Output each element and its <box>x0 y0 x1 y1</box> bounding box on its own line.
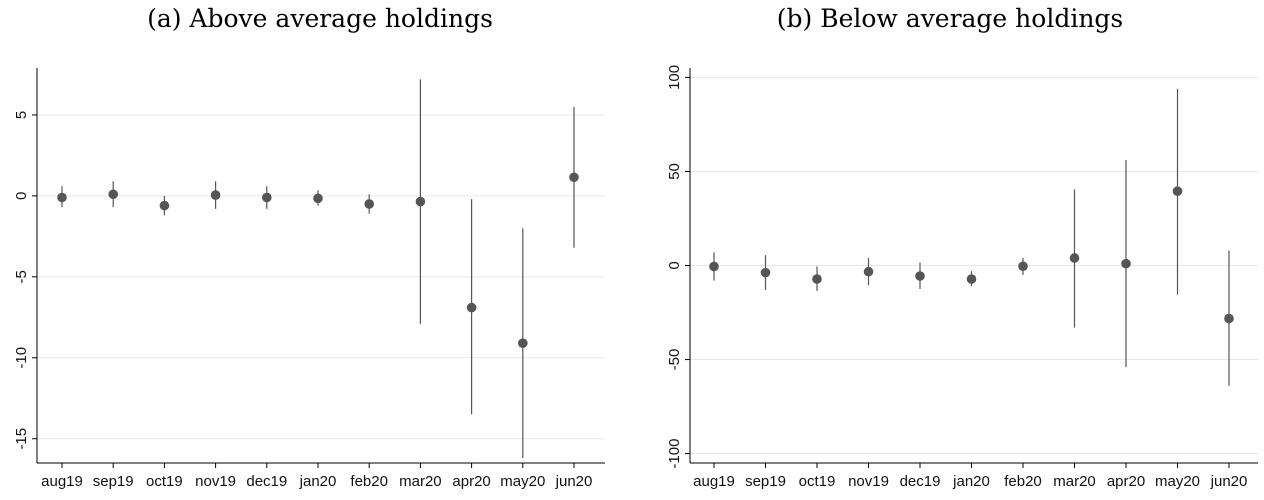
y-tick-label: -10 <box>13 347 30 369</box>
x-tick-label: jun20 <box>1210 473 1248 490</box>
x-tick-label: dec19 <box>246 473 287 490</box>
data-point <box>108 189 118 200</box>
x-tick-label: jan20 <box>299 473 337 490</box>
data-point <box>1224 313 1234 324</box>
data-point <box>1018 261 1028 272</box>
data-point <box>1069 253 1080 263</box>
x-tick-label: apr20 <box>452 473 490 490</box>
data-point <box>1121 258 1131 269</box>
y-tick-label: 0 <box>13 192 30 200</box>
data-point <box>760 267 771 278</box>
data-point <box>966 274 977 284</box>
data-point <box>262 192 272 203</box>
data-point <box>863 266 874 277</box>
y-tick-label: -15 <box>13 428 30 450</box>
data-point <box>57 192 67 203</box>
x-tick-label: dec19 <box>900 473 941 490</box>
x-tick-label: oct19 <box>146 473 183 490</box>
data-point <box>709 261 719 272</box>
panel-b-title: (b) Below average holdings <box>776 4 1124 33</box>
y-tick-label: 5 <box>13 111 30 119</box>
y-tick-label: -100 <box>666 439 683 469</box>
data-point <box>466 302 477 313</box>
x-tick-label: aug19 <box>693 473 735 490</box>
x-tick-label: nov19 <box>848 473 889 490</box>
x-tick-label: feb20 <box>1004 473 1042 490</box>
data-point <box>159 200 170 211</box>
data-point <box>569 172 579 183</box>
data-point <box>1172 186 1183 197</box>
panel-a-title: (a) Above average holdings <box>147 4 493 33</box>
y-tick-label: 50 <box>666 163 683 180</box>
y-tick-label: 100 <box>666 65 683 90</box>
x-tick-label: apr20 <box>1107 473 1145 490</box>
x-tick-label: oct19 <box>799 473 836 490</box>
x-tick-label: feb20 <box>350 473 388 490</box>
panel-a-plot: 5 0 -5 -10 -15 aug19 sep19 oct19 nov19 dec19 jan20… <box>13 68 605 490</box>
x-tick-label: aug19 <box>41 473 83 490</box>
x-tick-label: nov19 <box>195 473 236 490</box>
x-tick-label: sep19 <box>93 473 134 490</box>
data-point <box>364 199 375 209</box>
data-point <box>415 196 426 207</box>
x-tick-label: mar20 <box>1053 473 1096 490</box>
x-tick-label: jan20 <box>952 473 990 490</box>
panel-b-plot: 100 50 0 -50 -100 aug19 sep19 oct19 nov19 dec19 ja… <box>666 65 1258 490</box>
x-tick-label: mar20 <box>399 473 442 490</box>
y-tick-label: -5 <box>13 270 30 283</box>
y-tick-label: 0 <box>666 261 683 269</box>
y-tick-label: -50 <box>666 349 683 371</box>
x-tick-label: may20 <box>500 473 545 490</box>
data-point <box>210 190 221 200</box>
x-tick-label: sep19 <box>745 473 786 490</box>
data-point <box>812 274 822 284</box>
x-tick-label: may20 <box>1155 473 1200 490</box>
data-point <box>313 193 323 204</box>
data-point <box>518 338 528 349</box>
x-tick-label: jun20 <box>555 473 593 490</box>
data-point <box>915 271 925 281</box>
